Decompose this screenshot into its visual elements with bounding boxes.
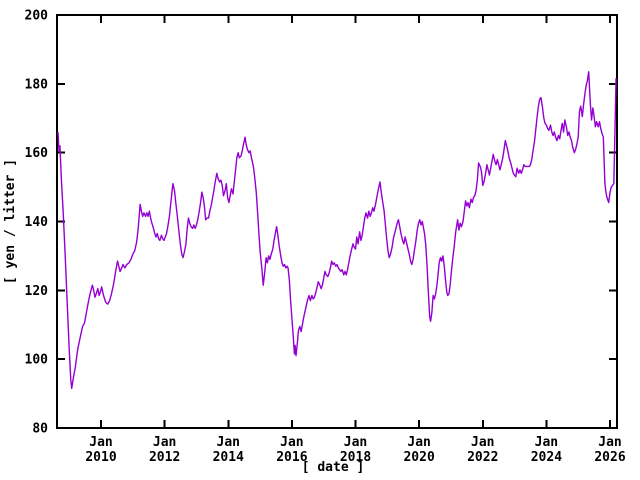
y-tick-label: 140 [25, 215, 49, 230]
y-tick-label: 200 [25, 9, 49, 24]
x-tick-label-month: Jan [471, 435, 494, 450]
x-tick-label-month: Jan [153, 435, 176, 450]
y-tick-label: 180 [25, 77, 49, 92]
x-tick-label-year: 2020 [403, 450, 434, 465]
x-tick-label-month: Jan [598, 435, 621, 450]
x-tick-label-year: 2018 [340, 450, 371, 465]
x-tick-label-month: Jan [535, 435, 558, 450]
y-tick-label: 120 [25, 284, 49, 299]
x-tick-label-month: Jan [89, 435, 112, 450]
x-tick-label-year: 2014 [213, 450, 244, 465]
x-tick-label-year: 2010 [85, 450, 116, 465]
x-axis-title: [ date ] [302, 460, 365, 475]
x-tick-label-year: 2016 [276, 450, 307, 465]
x-tick-label-month: Jan [407, 435, 430, 450]
y-tick-label: 80 [32, 422, 48, 437]
y-tick-label: 100 [25, 353, 49, 368]
x-tick-label-year: 2012 [149, 450, 180, 465]
x-tick-label-year: 2022 [467, 450, 498, 465]
y-axis-title: [ yen / litter ] [3, 159, 18, 284]
x-tick-label-year: 2026 [594, 450, 625, 465]
x-tick-label-month: Jan [217, 435, 240, 450]
x-tick-label-month: Jan [344, 435, 367, 450]
x-tick-label-month: Jan [280, 435, 303, 450]
plot-border [56, 14, 618, 429]
y-tick-label: 160 [25, 146, 49, 161]
x-tick-label-year: 2024 [531, 450, 562, 465]
price-line [57, 71, 617, 390]
